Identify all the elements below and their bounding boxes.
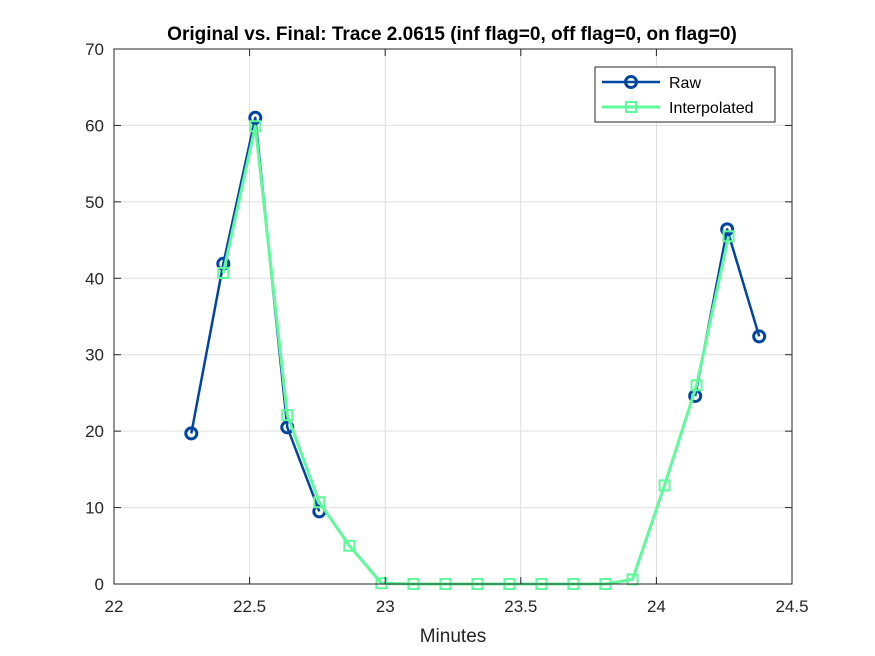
y-tick-label: 50 bbox=[85, 193, 104, 212]
data-point-raw bbox=[184, 426, 199, 441]
x-tick-label: 23.5 bbox=[504, 597, 537, 616]
chart-title: Original vs. Final: Trace 2.0615 (inf fl… bbox=[167, 24, 737, 45]
y-tick-label: 70 bbox=[85, 40, 104, 59]
data-point-interpolated bbox=[690, 379, 703, 392]
data-point-raw bbox=[248, 110, 263, 125]
data-point-interpolated bbox=[217, 266, 230, 279]
axes-box bbox=[113, 48, 793, 585]
data-point-interpolated bbox=[375, 577, 388, 590]
series-line-raw bbox=[190, 116, 321, 512]
plot-area bbox=[114, 49, 792, 584]
data-point-interpolated bbox=[281, 409, 294, 422]
data-point-raw bbox=[752, 329, 767, 344]
legend-label-raw: Raw bbox=[669, 75, 701, 92]
legend-marker-raw bbox=[624, 75, 638, 89]
data-point-interpolated bbox=[343, 539, 356, 552]
y-tick-label: 10 bbox=[85, 499, 104, 518]
x-tick-label: 24 bbox=[647, 597, 666, 616]
data-point-interpolated bbox=[249, 120, 262, 133]
data-point-interpolated bbox=[313, 496, 326, 509]
x-tick-label: 24.5 bbox=[775, 597, 808, 616]
y-tick-label: 30 bbox=[85, 346, 104, 365]
x-tick-label: 22 bbox=[105, 597, 124, 616]
x-tick-label: 22.5 bbox=[233, 597, 266, 616]
y-tick-label: 20 bbox=[85, 422, 104, 441]
axis-ticks: 22 22.5 23 23.5 24 24.5 0 10 20 30 40 50 60 70 bbox=[85, 40, 808, 616]
data-point-interpolated bbox=[658, 479, 671, 492]
legend-entries: Raw Interpolated bbox=[602, 75, 754, 117]
data-point-raw bbox=[720, 222, 735, 237]
data-point-interpolated bbox=[722, 230, 735, 243]
y-tick-label: 60 bbox=[85, 116, 104, 135]
legend-label-interpolated: Interpolated bbox=[669, 100, 754, 117]
legend-marker-interpolated bbox=[625, 101, 637, 113]
legend: Raw Interpolated bbox=[594, 66, 776, 123]
x-tick-label: 23 bbox=[376, 597, 395, 616]
y-tick-label: 40 bbox=[85, 269, 104, 288]
y-tick-label: 0 bbox=[95, 575, 104, 594]
x-axis-label: Minutes bbox=[420, 626, 487, 647]
